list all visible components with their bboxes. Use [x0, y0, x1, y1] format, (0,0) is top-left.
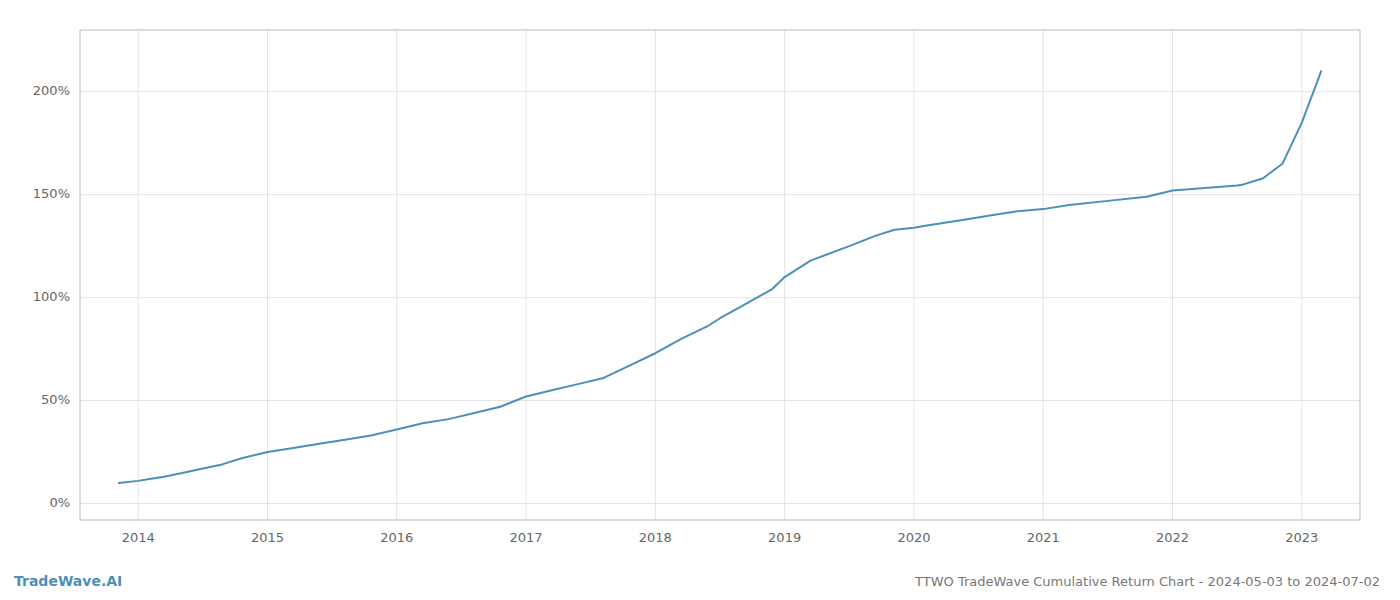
chart-svg: 0% 50% 100% 150% 200% 2014 2015 2016 2017 2018 201… — [0, 0, 1400, 600]
x-grid-line — [396, 30, 397, 520]
x-tick-label: 2014 — [122, 530, 155, 545]
x-tick-label: 2021 — [1027, 530, 1060, 545]
x-tick-label: 2018 — [639, 530, 672, 545]
grid — [80, 30, 1360, 520]
x-tick-label: 2017 — [510, 530, 543, 545]
y-tick-label: 150% — [33, 186, 70, 201]
x-grid-line — [1043, 30, 1044, 520]
y-tick-label: 100% — [33, 289, 70, 304]
x-tick-label: 2016 — [380, 530, 413, 545]
y-grid-line — [80, 503, 1360, 504]
y-tick-label: 50% — [41, 392, 70, 407]
y-grid-line — [80, 91, 1360, 92]
chart-title: TTWO TradeWave Cumulative Return Chart -… — [914, 574, 1380, 589]
x-tick-label: 2015 — [251, 530, 284, 545]
watermark: TradeWave.AI — [14, 573, 122, 589]
y-tick-label: 0% — [49, 495, 70, 510]
chart-container: 0% 50% 100% 150% 200% 2014 2015 2016 2017 2018 201… — [0, 0, 1400, 600]
x-grid-line — [784, 30, 785, 520]
y-tick-label: 200% — [33, 83, 70, 98]
x-grid-line — [655, 30, 656, 520]
x-grid-line — [1301, 30, 1302, 520]
line-series — [119, 71, 1321, 483]
x-tick-label: 2020 — [897, 530, 930, 545]
y-grid-line — [80, 194, 1360, 195]
x-tick-label: 2023 — [1285, 530, 1318, 545]
ticks: 0% 50% 100% 150% 200% 2014 2015 2016 2017 2018 201… — [33, 83, 1319, 545]
x-grid-line — [913, 30, 914, 520]
x-grid-line — [526, 30, 527, 520]
x-tick-label: 2019 — [768, 530, 801, 545]
plot-frame — [80, 30, 1360, 520]
x-grid-line — [1172, 30, 1173, 520]
y-grid-line — [80, 297, 1360, 298]
y-grid-line — [80, 400, 1360, 401]
x-grid-line — [138, 30, 139, 520]
x-tick-label: 2022 — [1156, 530, 1189, 545]
plot-area — [119, 71, 1321, 483]
x-grid-line — [267, 30, 268, 520]
